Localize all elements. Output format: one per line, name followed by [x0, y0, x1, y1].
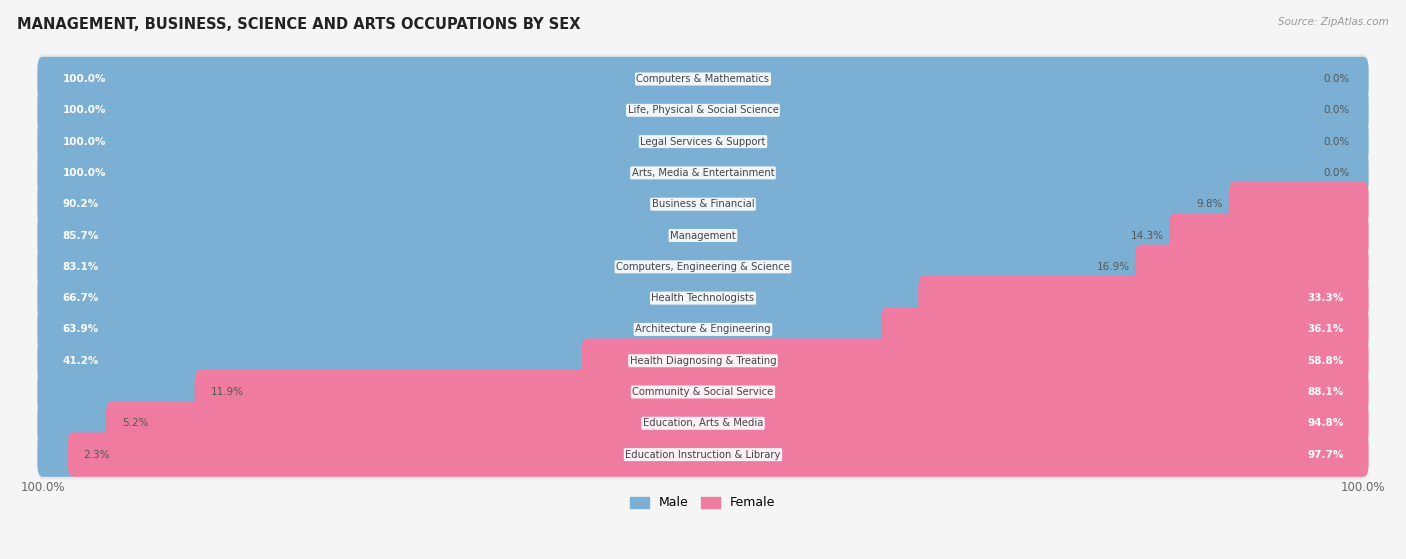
FancyBboxPatch shape [38, 179, 1368, 229]
Text: 58.8%: 58.8% [1308, 356, 1344, 366]
FancyBboxPatch shape [38, 305, 1368, 354]
FancyBboxPatch shape [38, 86, 1368, 135]
Text: 41.2%: 41.2% [62, 356, 98, 366]
Text: Community & Social Service: Community & Social Service [633, 387, 773, 397]
FancyBboxPatch shape [38, 432, 79, 477]
Text: 63.9%: 63.9% [62, 324, 98, 334]
FancyBboxPatch shape [38, 273, 1368, 323]
Text: 83.1%: 83.1% [62, 262, 98, 272]
Text: 0.0%: 0.0% [1324, 136, 1350, 146]
Text: Source: ZipAtlas.com: Source: ZipAtlas.com [1278, 17, 1389, 27]
FancyBboxPatch shape [1135, 245, 1368, 289]
FancyBboxPatch shape [582, 339, 1368, 383]
FancyBboxPatch shape [38, 88, 1368, 132]
FancyBboxPatch shape [38, 57, 1368, 101]
Text: Architecture & Engineering: Architecture & Engineering [636, 324, 770, 334]
Text: 9.8%: 9.8% [1197, 199, 1223, 209]
Text: Education, Arts & Media: Education, Arts & Media [643, 418, 763, 428]
Text: 100.0%: 100.0% [62, 105, 105, 115]
FancyBboxPatch shape [38, 211, 1368, 260]
Text: MANAGEMENT, BUSINESS, SCIENCE AND ARTS OCCUPATIONS BY SEX: MANAGEMENT, BUSINESS, SCIENCE AND ARTS O… [17, 17, 581, 32]
Text: 11.9%: 11.9% [211, 387, 243, 397]
Text: 0.0%: 0.0% [1324, 168, 1350, 178]
Text: Education Instruction & Library: Education Instruction & Library [626, 449, 780, 459]
Text: 2.3%: 2.3% [83, 449, 110, 459]
Text: Legal Services & Support: Legal Services & Support [640, 136, 766, 146]
Text: 0.0%: 0.0% [1324, 105, 1350, 115]
FancyBboxPatch shape [882, 307, 1368, 352]
Text: 97.7%: 97.7% [1308, 449, 1344, 459]
FancyBboxPatch shape [67, 432, 1368, 477]
Text: 100.0%: 100.0% [62, 74, 105, 84]
FancyBboxPatch shape [38, 120, 1368, 164]
Text: Computers & Mathematics: Computers & Mathematics [637, 74, 769, 84]
FancyBboxPatch shape [38, 430, 1368, 479]
Text: Business & Financial: Business & Financial [652, 199, 754, 209]
Text: 33.3%: 33.3% [1308, 293, 1344, 303]
FancyBboxPatch shape [918, 276, 1368, 320]
Text: 5.2%: 5.2% [122, 418, 149, 428]
Legend: Male, Female: Male, Female [626, 491, 780, 514]
Text: Health Technologists: Health Technologists [651, 293, 755, 303]
Text: 90.2%: 90.2% [62, 199, 98, 209]
FancyBboxPatch shape [38, 148, 1368, 198]
Text: Life, Physical & Social Science: Life, Physical & Social Science [627, 105, 779, 115]
FancyBboxPatch shape [38, 242, 1368, 292]
FancyBboxPatch shape [38, 54, 1368, 104]
Text: 100.0%: 100.0% [62, 136, 105, 146]
Text: Computers, Engineering & Science: Computers, Engineering & Science [616, 262, 790, 272]
FancyBboxPatch shape [38, 307, 891, 352]
Text: 100.0%: 100.0% [62, 168, 105, 178]
FancyBboxPatch shape [194, 370, 1368, 414]
Text: Health Diagnosing & Treating: Health Diagnosing & Treating [630, 356, 776, 366]
Text: 88.1%: 88.1% [1308, 387, 1344, 397]
Text: 14.3%: 14.3% [1130, 230, 1164, 240]
Text: 85.7%: 85.7% [62, 230, 98, 240]
FancyBboxPatch shape [38, 276, 929, 320]
FancyBboxPatch shape [38, 401, 117, 446]
FancyBboxPatch shape [38, 245, 1146, 289]
FancyBboxPatch shape [38, 182, 1239, 226]
Text: Arts, Media & Entertainment: Arts, Media & Entertainment [631, 168, 775, 178]
Text: 36.1%: 36.1% [1308, 324, 1344, 334]
FancyBboxPatch shape [38, 370, 205, 414]
FancyBboxPatch shape [38, 339, 592, 383]
FancyBboxPatch shape [105, 401, 1368, 446]
FancyBboxPatch shape [38, 336, 1368, 386]
FancyBboxPatch shape [1229, 182, 1368, 226]
FancyBboxPatch shape [38, 214, 1180, 258]
FancyBboxPatch shape [38, 151, 1368, 195]
FancyBboxPatch shape [38, 399, 1368, 448]
FancyBboxPatch shape [38, 367, 1368, 416]
Text: Management: Management [671, 230, 735, 240]
Text: 94.8%: 94.8% [1308, 418, 1344, 428]
FancyBboxPatch shape [38, 117, 1368, 167]
FancyBboxPatch shape [1170, 214, 1368, 258]
Text: 0.0%: 0.0% [1324, 74, 1350, 84]
Text: 66.7%: 66.7% [62, 293, 98, 303]
Text: 16.9%: 16.9% [1097, 262, 1129, 272]
